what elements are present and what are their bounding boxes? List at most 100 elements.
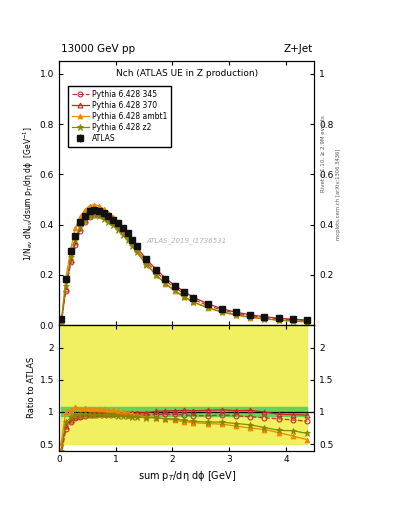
Pythia 6.428 370 — [111, 218, 116, 224]
Pythia 6.428 ambt1 — [144, 261, 149, 267]
Pythia 6.428 ambt1 — [87, 203, 92, 209]
Pythia 6.428 z2 — [290, 318, 295, 324]
Pythia 6.428 ambt1 — [191, 300, 196, 306]
Pythia 6.428 370 — [154, 266, 158, 272]
Pythia 6.428 ambt1 — [173, 288, 177, 294]
Pythia 6.428 ambt1 — [83, 206, 87, 212]
Pythia 6.428 370 — [120, 227, 125, 233]
Line: Pythia 6.428 345: Pythia 6.428 345 — [59, 212, 309, 326]
Pythia 6.428 z2 — [173, 287, 177, 293]
Pythia 6.428 345 — [120, 229, 125, 235]
Pythia 6.428 370 — [77, 225, 82, 231]
Pythia 6.428 ambt1 — [182, 294, 187, 301]
Pythia 6.428 ambt1 — [116, 219, 120, 225]
Pythia 6.428 z2 — [134, 249, 139, 255]
Pythia 6.428 ambt1 — [248, 314, 253, 321]
Pythia 6.428 z2 — [106, 219, 111, 225]
Pythia 6.428 345 — [97, 211, 102, 218]
Pythia 6.428 ambt1 — [276, 317, 281, 324]
Pythia 6.428 345 — [92, 211, 97, 218]
Pythia 6.428 345 — [305, 317, 309, 324]
Pythia 6.428 z2 — [116, 227, 120, 233]
Pythia 6.428 ambt1 — [59, 318, 64, 325]
Pythia 6.428 z2 — [205, 305, 210, 311]
Pythia 6.428 z2 — [182, 293, 187, 300]
Pythia 6.428 ambt1 — [111, 214, 116, 220]
Pythia 6.428 z2 — [163, 280, 167, 286]
Pythia 6.428 z2 — [77, 224, 82, 230]
Pythia 6.428 345 — [125, 234, 130, 240]
Pythia 6.428 345 — [59, 320, 64, 326]
Text: Nch (ATLAS UE in Z production): Nch (ATLAS UE in Z production) — [116, 69, 258, 78]
Pythia 6.428 370 — [63, 286, 68, 292]
Pythia 6.428 ambt1 — [73, 225, 78, 231]
Pythia 6.428 z2 — [83, 217, 87, 223]
Pythia 6.428 z2 — [130, 243, 134, 249]
Line: Pythia 6.428 370: Pythia 6.428 370 — [59, 209, 309, 325]
Pythia 6.428 345 — [276, 316, 281, 322]
Pythia 6.428 345 — [290, 317, 295, 323]
Line: Pythia 6.428 ambt1: Pythia 6.428 ambt1 — [59, 202, 309, 325]
Pythia 6.428 345 — [63, 288, 68, 294]
Pythia 6.428 z2 — [262, 316, 267, 322]
Pythia 6.428 370 — [59, 319, 64, 326]
Pythia 6.428 z2 — [92, 211, 97, 218]
Pythia 6.428 z2 — [68, 254, 73, 260]
Pythia 6.428 370 — [101, 211, 106, 218]
Pythia 6.428 z2 — [234, 312, 239, 318]
Pythia 6.428 370 — [144, 256, 149, 262]
Pythia 6.428 370 — [125, 231, 130, 238]
Pythia 6.428 345 — [106, 217, 111, 223]
Pythia 6.428 z2 — [111, 222, 116, 228]
Pythia 6.428 ambt1 — [63, 275, 68, 282]
Text: Rivet 3.1.10, ≥ 2.9M events: Rivet 3.1.10, ≥ 2.9M events — [320, 115, 325, 192]
Pythia 6.428 z2 — [154, 272, 158, 278]
Pythia 6.428 370 — [248, 312, 253, 318]
Pythia 6.428 ambt1 — [154, 272, 158, 278]
Pythia 6.428 345 — [111, 220, 116, 226]
Pythia 6.428 370 — [134, 244, 139, 250]
Pythia 6.428 345 — [234, 310, 239, 316]
Pythia 6.428 ambt1 — [125, 231, 130, 238]
Pythia 6.428 ambt1 — [220, 309, 224, 315]
Pythia 6.428 370 — [276, 315, 281, 322]
Pythia 6.428 ambt1 — [262, 316, 267, 322]
Pythia 6.428 370 — [173, 282, 177, 288]
Pythia 6.428 370 — [163, 275, 167, 281]
Pythia 6.428 345 — [83, 219, 87, 225]
Pythia 6.428 ambt1 — [101, 206, 106, 212]
Line: Pythia 6.428 z2: Pythia 6.428 z2 — [58, 211, 310, 326]
Pythia 6.428 370 — [290, 316, 295, 323]
Pythia 6.428 370 — [130, 238, 134, 244]
Y-axis label: Ratio to ATLAS: Ratio to ATLAS — [27, 357, 35, 418]
Pythia 6.428 345 — [116, 224, 120, 230]
Pythia 6.428 370 — [116, 222, 120, 228]
Pythia 6.428 345 — [73, 242, 78, 248]
Pythia 6.428 345 — [101, 214, 106, 220]
Pythia 6.428 z2 — [248, 314, 253, 320]
Pythia 6.428 370 — [305, 317, 309, 323]
Pythia 6.428 z2 — [97, 213, 102, 219]
Pythia 6.428 370 — [97, 209, 102, 215]
Pythia 6.428 345 — [248, 313, 253, 319]
Pythia 6.428 z2 — [101, 216, 106, 222]
Pythia 6.428 370 — [205, 301, 210, 307]
Pythia 6.428 345 — [134, 247, 139, 253]
Pythia 6.428 345 — [220, 307, 224, 313]
Text: Z+Jet: Z+Jet — [283, 44, 312, 54]
Pythia 6.428 ambt1 — [92, 201, 97, 207]
Pythia 6.428 z2 — [73, 237, 78, 243]
Legend: Pythia 6.428 345, Pythia 6.428 370, Pythia 6.428 ambt1, Pythia 6.428 z2, ATLAS: Pythia 6.428 345, Pythia 6.428 370, Pyth… — [68, 87, 171, 146]
Pythia 6.428 370 — [191, 294, 196, 301]
Pythia 6.428 z2 — [276, 317, 281, 323]
Pythia 6.428 ambt1 — [120, 225, 125, 231]
Pythia 6.428 z2 — [59, 319, 64, 326]
Pythia 6.428 z2 — [120, 231, 125, 238]
Pythia 6.428 ambt1 — [163, 281, 167, 287]
Pythia 6.428 345 — [191, 296, 196, 303]
Pythia 6.428 345 — [130, 240, 134, 246]
Pythia 6.428 ambt1 — [290, 318, 295, 324]
Text: ATLAS_2019_I1736531: ATLAS_2019_I1736531 — [147, 237, 227, 244]
Pythia 6.428 370 — [106, 214, 111, 220]
Pythia 6.428 370 — [83, 217, 87, 223]
